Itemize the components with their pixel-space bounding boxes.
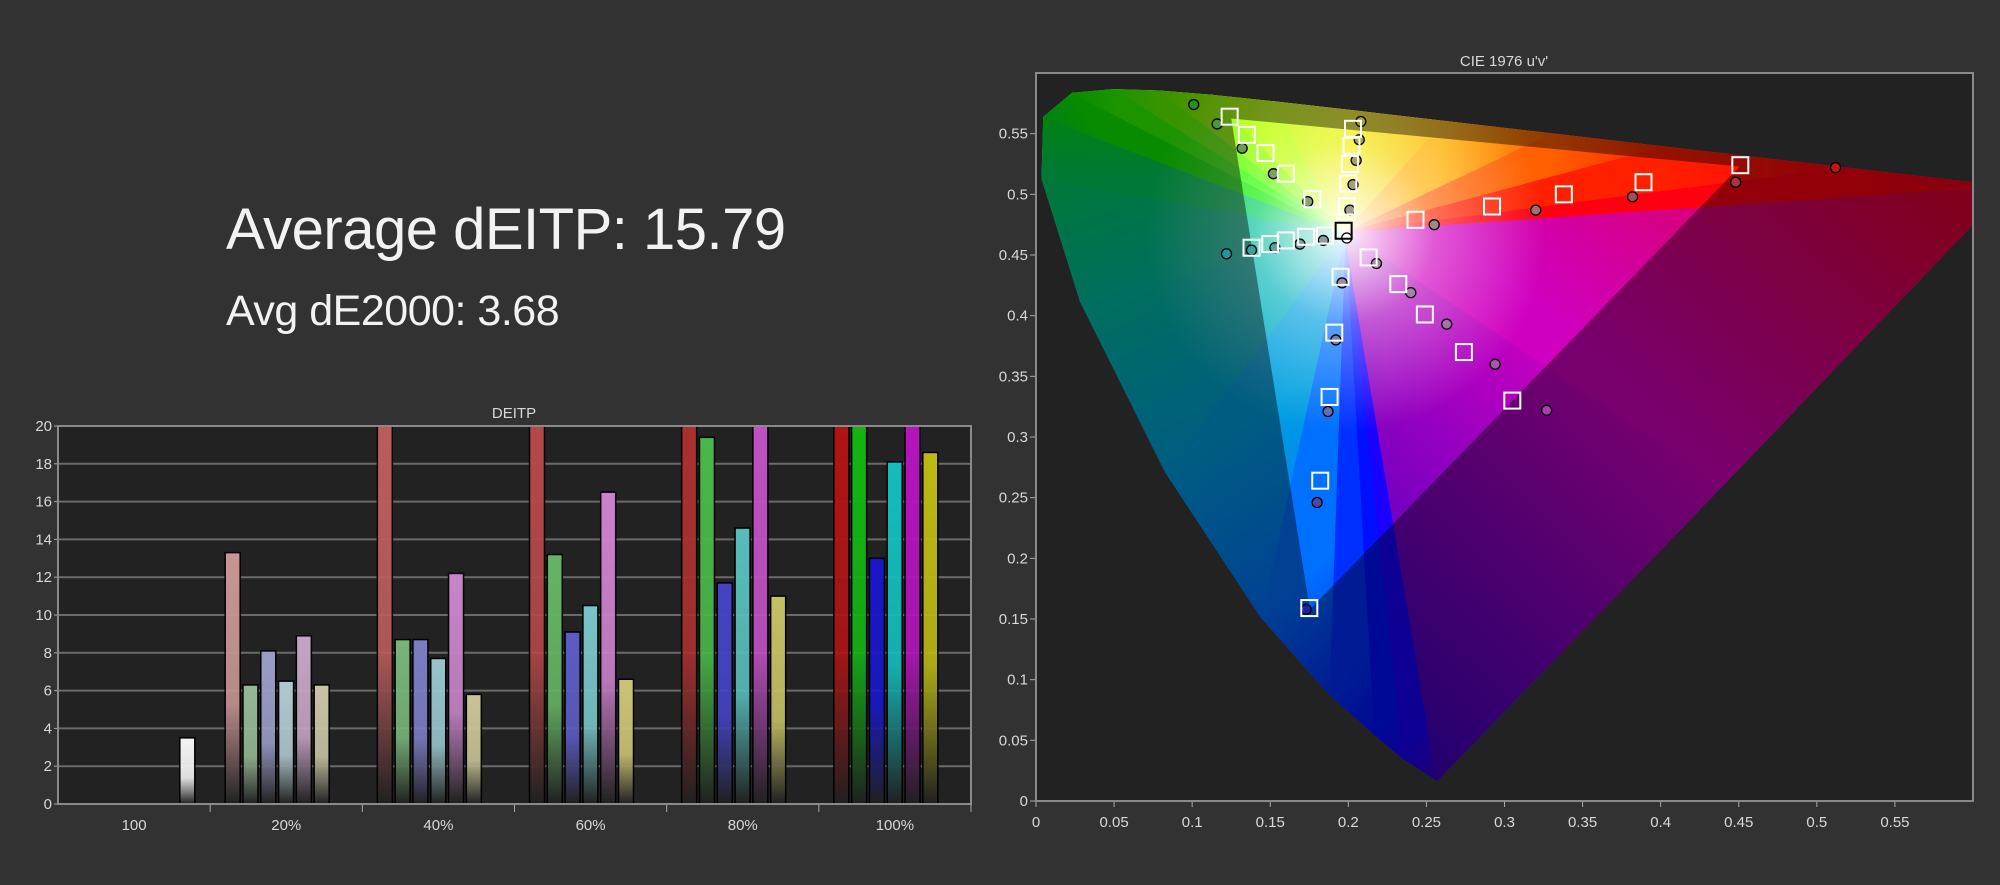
target-square: [1276, 164, 1295, 183]
measured-point: [1489, 358, 1501, 370]
x-tick-label: 0.35: [1568, 814, 1597, 831]
target-square: [1331, 267, 1350, 286]
measured-point: [1188, 98, 1200, 111]
measured-point: [1626, 191, 1639, 203]
target-square: [1320, 387, 1339, 406]
x-tick-label: 0.2: [1338, 814, 1359, 831]
target-square: [1554, 185, 1573, 204]
y-tick-label: 6: [44, 683, 52, 700]
y-tick-label: 0.05: [999, 732, 1028, 749]
cie-plot-frame: [1035, 72, 1974, 802]
y-tick-label: 12: [35, 569, 52, 586]
y-tick-label: 0.1: [1007, 672, 1028, 689]
target-square: [1297, 227, 1316, 246]
measured-point: [1236, 142, 1248, 154]
target-square: [1483, 197, 1502, 216]
target-square: [1303, 190, 1322, 209]
target-square: [1340, 155, 1359, 173]
measured-point: [1311, 496, 1323, 509]
y-tick-label: 0.15: [999, 611, 1028, 628]
measured-point: [1245, 244, 1258, 256]
target-square: [1300, 599, 1319, 618]
y-tick-label: 2: [44, 758, 52, 775]
y-tick-label: 0.45: [999, 247, 1028, 264]
y-tick-label: 0: [1020, 793, 1028, 810]
y-tick-label: 10: [35, 607, 52, 624]
target-square: [1261, 235, 1280, 254]
target-square: [1359, 248, 1378, 267]
target-square: [1503, 391, 1522, 410]
target-square: [1220, 107, 1239, 126]
y-tick-label: 14: [35, 531, 52, 548]
x-tick-label: 0: [1032, 814, 1040, 831]
target-square: [1634, 173, 1653, 192]
y-tick-label: 0.3: [1007, 429, 1028, 446]
measured-point: [1530, 204, 1542, 216]
measured-point: [1729, 176, 1742, 188]
target-square: [1325, 323, 1344, 342]
x-tick-label: 0.4: [1650, 814, 1671, 831]
measured-point: [1300, 603, 1312, 615]
target-square: [1339, 174, 1358, 193]
measured-point: [1441, 318, 1453, 330]
x-tick-label: 40%: [423, 817, 453, 834]
x-tick-label: 20%: [271, 817, 301, 834]
y-tick-label: 0.25: [999, 490, 1028, 507]
target-square: [1415, 305, 1434, 324]
target-square: [1389, 275, 1408, 294]
measured-point: [1829, 161, 1842, 174]
target-square: [1311, 471, 1330, 490]
x-tick-label: 0.1: [1182, 814, 1203, 831]
x-tick-label: 60%: [576, 817, 606, 834]
cie-chart-title: CIE 1976 u'v': [1460, 53, 1548, 70]
x-tick-label: 0.05: [1099, 814, 1128, 831]
y-tick-label: 0: [44, 796, 52, 813]
x-tick-label: 0.25: [1412, 814, 1441, 831]
y-tick-label: 0.35: [999, 368, 1028, 385]
target-square: [1237, 125, 1256, 144]
measured-point: [1541, 404, 1553, 416]
x-tick-label: 100%: [876, 817, 914, 834]
target-square: [1315, 226, 1334, 245]
avg-de2000-label: Avg dE2000: 3.68: [226, 287, 560, 335]
x-tick-label: 0.55: [1880, 814, 1909, 831]
measured-point: [1322, 405, 1334, 418]
y-tick-label: 8: [44, 645, 52, 662]
x-tick-label: 100: [122, 817, 147, 834]
y-tick-label: 0.55: [999, 126, 1028, 143]
target-square: [1406, 210, 1425, 229]
y-tick-label: 18: [35, 456, 52, 473]
x-tick-label: 0.15: [1256, 814, 1285, 831]
white-target-square: [1334, 221, 1353, 240]
target-square: [1342, 136, 1361, 155]
x-tick-label: 0.45: [1724, 814, 1753, 831]
measured-point: [1336, 277, 1348, 289]
x-tick-label: 80%: [728, 817, 758, 834]
out-of-gamut-shade: [1041, 89, 1973, 781]
bar-plot-frame: [57, 425, 972, 805]
y-tick-label: 20: [35, 418, 52, 435]
y-tick-label: 0.2: [1007, 550, 1028, 567]
target-square: [1256, 144, 1275, 163]
x-tick-label: 0.5: [1806, 814, 1827, 831]
cie-gamut-diagram: [1041, 89, 1973, 781]
target-square: [1454, 343, 1473, 362]
x-tick-label: 0.3: [1494, 814, 1515, 831]
measured-point: [1428, 219, 1440, 231]
bar-chart-title: DEITP: [492, 405, 536, 422]
target-square: [1337, 197, 1356, 216]
measured-point: [1220, 248, 1233, 260]
y-tick-label: 16: [35, 494, 52, 511]
target-square: [1242, 238, 1261, 257]
target-square: [1731, 156, 1750, 175]
average-deitp-label: Average dEITP: 15.79: [226, 197, 786, 262]
y-tick-label: 0.4: [1007, 308, 1028, 325]
y-tick-label: 0.5: [1007, 186, 1028, 203]
y-tick-label: 4: [44, 720, 52, 737]
